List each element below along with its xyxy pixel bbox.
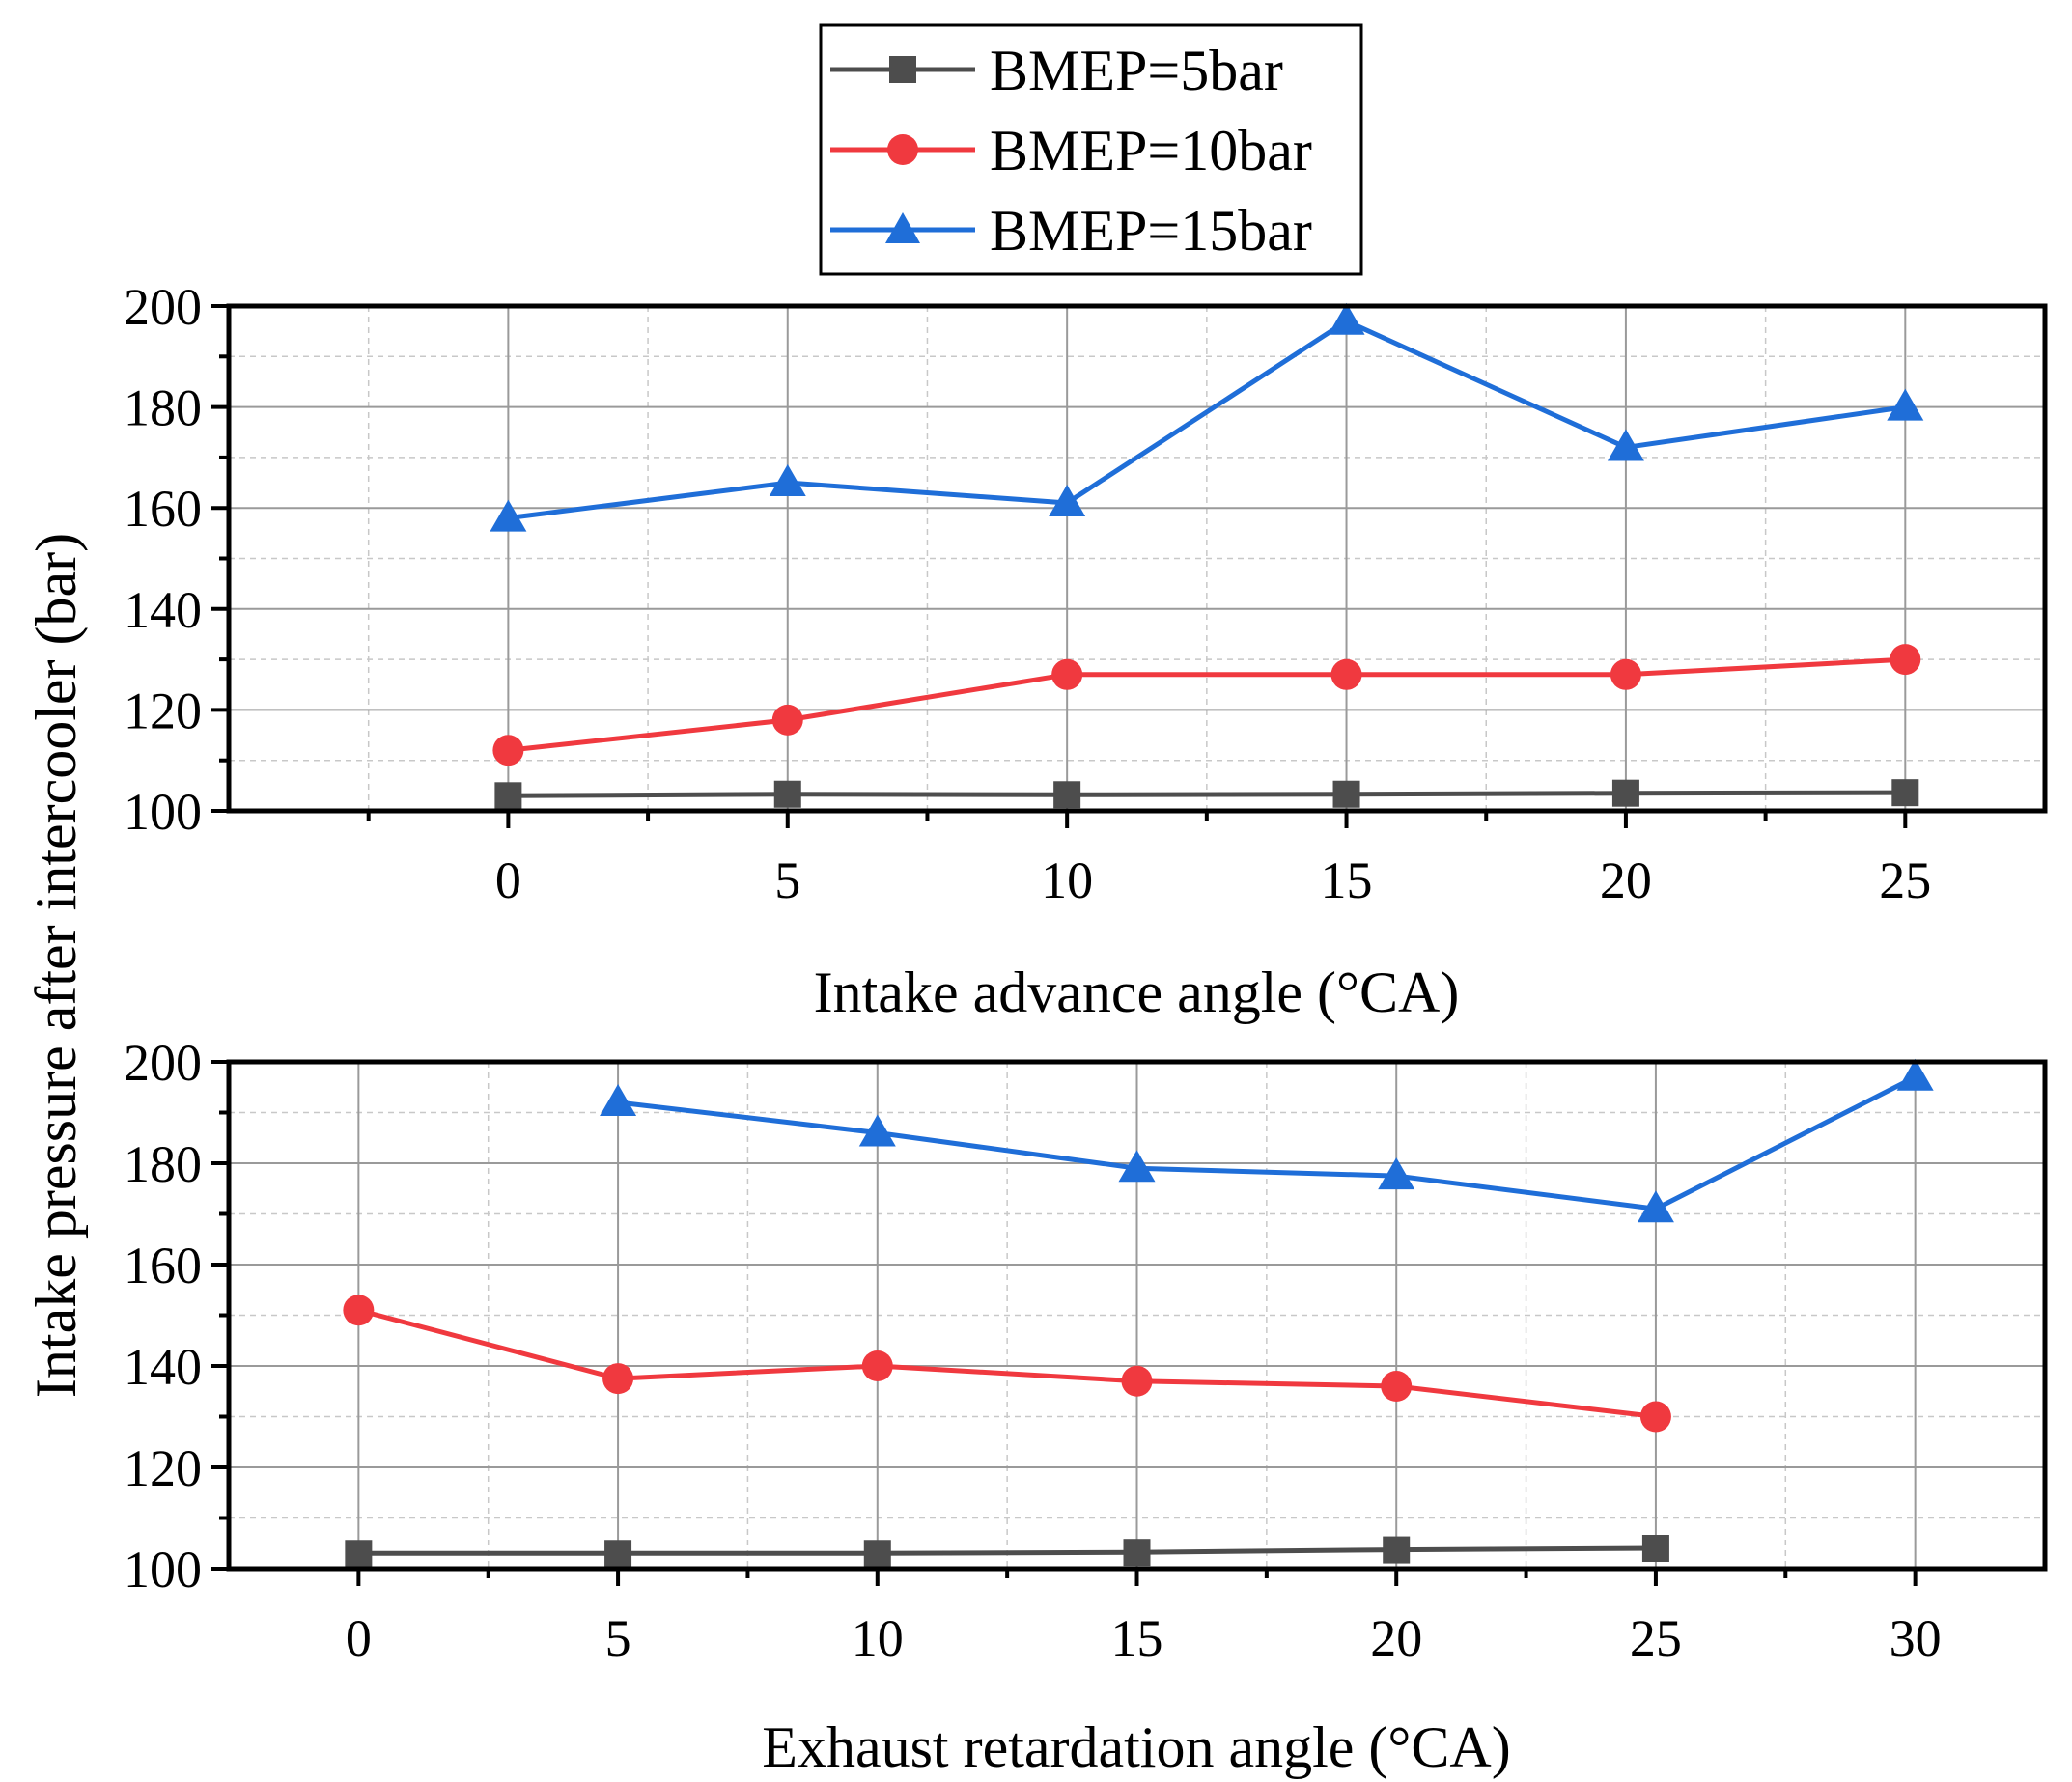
bottom-x-tick-label: 25	[1630, 1609, 1682, 1667]
y-axis-title: Intake pressure after intercooler (bar)	[24, 533, 88, 1398]
bottom-series-bmep-5bar-point	[604, 1540, 632, 1568]
top-y-tick-label: 100	[124, 783, 202, 841]
bottom-ticks: 0 5 10 15 20 25 30 100 120 140 160 180 200	[124, 1034, 1942, 1667]
bottom-x-tick-label: 10	[852, 1609, 904, 1667]
top-series-bmep-5bar-point	[1332, 780, 1360, 808]
bottom-series-bmep-15bar-point	[1896, 1058, 1934, 1091]
bottom-grid	[229, 1062, 2045, 1569]
top-y-tick-label: 180	[124, 379, 202, 437]
top-x-tick-label: 10	[1041, 851, 1093, 909]
bottom-series-bmep-15bar-point	[1378, 1157, 1415, 1190]
bottom-x-tick-label: 0	[346, 1609, 372, 1667]
top-series-bmep-15bar-point	[490, 499, 527, 532]
top-series-bmep-15bar-point	[1328, 302, 1365, 335]
top-series-bmep-10bar-point	[1610, 658, 1641, 690]
legend-marker-circle	[887, 134, 918, 165]
top-series-bmep-10bar-point	[1051, 658, 1083, 690]
top-series-bmep-5bar-point	[494, 782, 522, 810]
bottom-series-bmep-15bar-point	[1118, 1150, 1156, 1183]
bottom-y-tick-label: 160	[124, 1237, 202, 1295]
bottom-x-tick-label: 20	[1370, 1609, 1422, 1667]
legend: BMEP=5bar BMEP=10bar BMEP=15bar	[819, 23, 1363, 276]
top-series-bmep-10bar-point	[492, 735, 524, 766]
top-y-tick-label: 160	[124, 480, 202, 538]
bottom-series-bmep-15bar-line	[617, 1074, 1917, 1211]
top-series-bmep-10bar-line	[508, 656, 1906, 753]
bottom-series-bmep-10bar-point	[1639, 1401, 1671, 1433]
bottom-chart-panel: 0 5 10 15 20 25 30 100 120 140 160 180 200 Exhaust r…	[124, 1034, 2048, 1779]
top-chart-panel: 0 5 10 15 20 25 100 120 140 160 180 200 Intake adva…	[124, 278, 2048, 1024]
legend-marker-triangle	[885, 212, 920, 243]
top-series-bmep-5bar-line	[508, 790, 1906, 798]
top-series-bmep-15bar-point	[1607, 429, 1644, 461]
top-series-bmep-10bar-point	[1890, 644, 1921, 676]
bottom-x-tick-label: 5	[605, 1609, 631, 1667]
legend-entry-bmep-5: BMEP=5bar	[830, 39, 1283, 102]
top-x-axis-title: Intake advance angle (°CA)	[814, 961, 1460, 1024]
legend-marker-square	[889, 56, 916, 83]
bottom-series	[343, 1058, 1934, 1568]
top-x-tick-label: 15	[1321, 851, 1373, 909]
bottom-series-bmep-15bar-point	[600, 1084, 637, 1116]
bottom-x-axis-title: Exhaust retardation angle (°CA)	[762, 1715, 1510, 1779]
bottom-series-bmep-5bar-point	[345, 1540, 373, 1568]
legend-label-bmep-5: BMEP=5bar	[990, 39, 1283, 102]
top-series-bmep-10bar-point	[1330, 658, 1362, 690]
bottom-y-tick-label: 140	[124, 1338, 202, 1396]
top-series-bmep-15bar-point	[769, 464, 806, 497]
bottom-x-tick-label: 30	[1890, 1609, 1942, 1667]
top-y-tick-label: 140	[124, 581, 202, 639]
legend-entry-bmep-10: BMEP=10bar	[830, 119, 1312, 182]
top-series-bmep-15bar-point	[1887, 388, 1924, 421]
top-series-bmep-5bar-point	[1611, 779, 1639, 807]
top-x-tick-label: 0	[495, 851, 521, 909]
legend-label-bmep-15: BMEP=15bar	[990, 199, 1312, 263]
top-x-tick-label: 5	[774, 851, 800, 909]
bottom-series-bmep-10bar-point	[1381, 1371, 1413, 1402]
top-series-bmep-5bar-point	[1053, 781, 1081, 809]
bottom-series-bmep-5bar-line	[358, 1545, 1656, 1556]
bottom-series-bmep-10bar-point	[1121, 1365, 1153, 1397]
top-series-bmep-15bar-point	[1049, 484, 1086, 516]
top-ticks: 0 5 10 15 20 25 100 120 140 160 180 200	[124, 278, 1931, 909]
bottom-series-bmep-15bar-point	[1637, 1190, 1674, 1223]
bottom-series-bmep-10bar-line	[357, 1307, 1657, 1419]
bottom-series-bmep-10bar-point	[343, 1295, 375, 1326]
legend-label-bmep-10: BMEP=10bar	[990, 119, 1312, 182]
bottom-y-tick-label: 100	[124, 1541, 202, 1599]
bottom-y-tick-label: 120	[124, 1439, 202, 1497]
top-x-tick-label: 20	[1600, 851, 1652, 909]
top-y-tick-label: 200	[124, 278, 202, 336]
top-series-bmep-5bar-point	[1891, 779, 1919, 807]
bottom-y-tick-label: 180	[124, 1135, 202, 1193]
top-series-bmep-5bar-point	[773, 780, 801, 808]
bottom-series-bmep-5bar-point	[1123, 1539, 1151, 1567]
top-y-tick-label: 120	[124, 682, 202, 739]
bottom-series-bmep-10bar-point	[861, 1350, 893, 1381]
bottom-series-bmep-10bar-point	[602, 1363, 634, 1395]
top-grid	[229, 306, 2045, 811]
bottom-y-tick-label: 200	[124, 1034, 202, 1092]
top-series-bmep-10bar-point	[771, 704, 803, 736]
bottom-x-tick-label: 15	[1111, 1609, 1163, 1667]
top-series-bmep-15bar-line	[508, 319, 1906, 521]
top-x-tick-label: 25	[1879, 851, 1931, 909]
bottom-series-bmep-5bar-point	[1383, 1536, 1411, 1564]
bottom-series-bmep-5bar-point	[1641, 1535, 1669, 1562]
bottom-series-bmep-5bar-point	[863, 1540, 891, 1568]
top-series	[490, 302, 1924, 810]
bottom-series-bmep-15bar-point	[858, 1114, 896, 1147]
legend-entry-bmep-15: BMEP=15bar	[830, 199, 1312, 263]
